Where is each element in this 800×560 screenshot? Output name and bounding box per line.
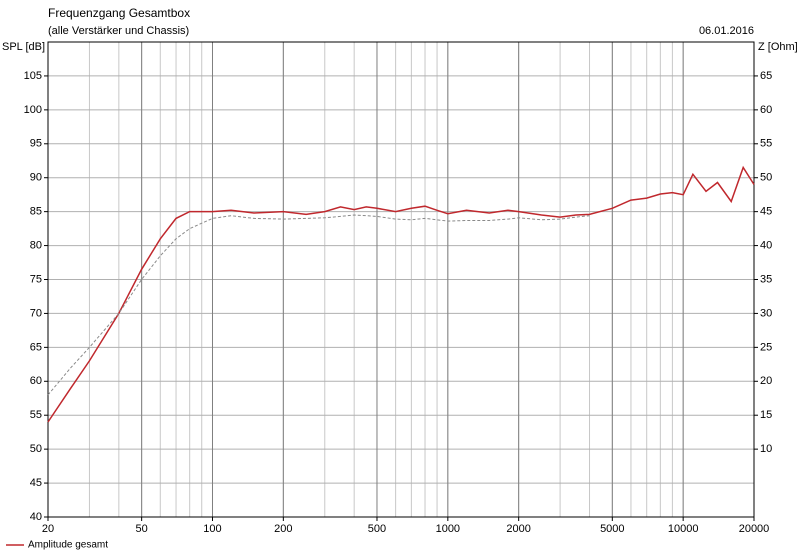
y2-tick-label: 50 — [760, 172, 772, 184]
y2-tick-label: 40 — [760, 239, 772, 251]
y-tick-label: 70 — [30, 307, 42, 319]
y2-tick-label: 65 — [760, 70, 772, 82]
legend-label: Amplitude gesamt — [28, 540, 108, 551]
y2-tick-label: 30 — [760, 307, 772, 319]
y-tick-label: 55 — [30, 409, 42, 421]
y-tick-label: 85 — [30, 206, 42, 218]
chart-title: Frequenzgang Gesamtbox — [48, 6, 190, 20]
y2-tick-label: 55 — [760, 138, 772, 150]
y-tick-label: 90 — [30, 172, 42, 184]
x-tick-label: 20 — [42, 523, 54, 535]
y-tick-label: 95 — [30, 138, 42, 150]
y-tick-label: 75 — [30, 273, 42, 285]
y2-tick-label: 15 — [760, 409, 772, 421]
x-tick-label: 2000 — [506, 523, 530, 535]
y-tick-label: 40 — [30, 511, 42, 523]
y-axis-label: SPL [dB] — [2, 41, 45, 53]
y-tick-label: 60 — [30, 375, 42, 387]
x-tick-label: 500 — [368, 523, 386, 535]
y2-axis-label: Z [Ohm] — [758, 41, 798, 53]
x-tick-label: 10000 — [668, 523, 699, 535]
y-tick-label: 50 — [30, 443, 42, 455]
plot-frame — [47, 41, 755, 518]
series-line — [47, 165, 755, 423]
y-tick-label: 45 — [30, 477, 42, 489]
y2-tick-label: 20 — [760, 375, 772, 387]
chart-date: 06.01.2016 — [699, 25, 754, 37]
x-tick-label: 200 — [274, 523, 292, 535]
x-tick-label: 5000 — [600, 523, 624, 535]
x-tick-label: 100 — [203, 523, 221, 535]
y-tick-label: 105 — [24, 70, 42, 82]
x-tick-label: 20000 — [739, 523, 770, 535]
y-tick-label: 100 — [24, 104, 42, 116]
y2-tick-label: 10 — [760, 443, 772, 455]
chart-subtitle: (alle Verstärker und Chassis) — [48, 25, 189, 37]
y-tick-label: 80 — [30, 239, 42, 251]
y2-tick-label: 25 — [760, 341, 772, 353]
x-tick-label: 50 — [136, 523, 148, 535]
y2-tick-label: 45 — [760, 206, 772, 218]
y2-tick-label: 60 — [760, 104, 772, 116]
dashed-series-line — [47, 214, 590, 396]
x-tick-label: 1000 — [436, 523, 460, 535]
y2-tick-label: 35 — [760, 273, 772, 285]
y-tick-label: 65 — [30, 341, 42, 353]
